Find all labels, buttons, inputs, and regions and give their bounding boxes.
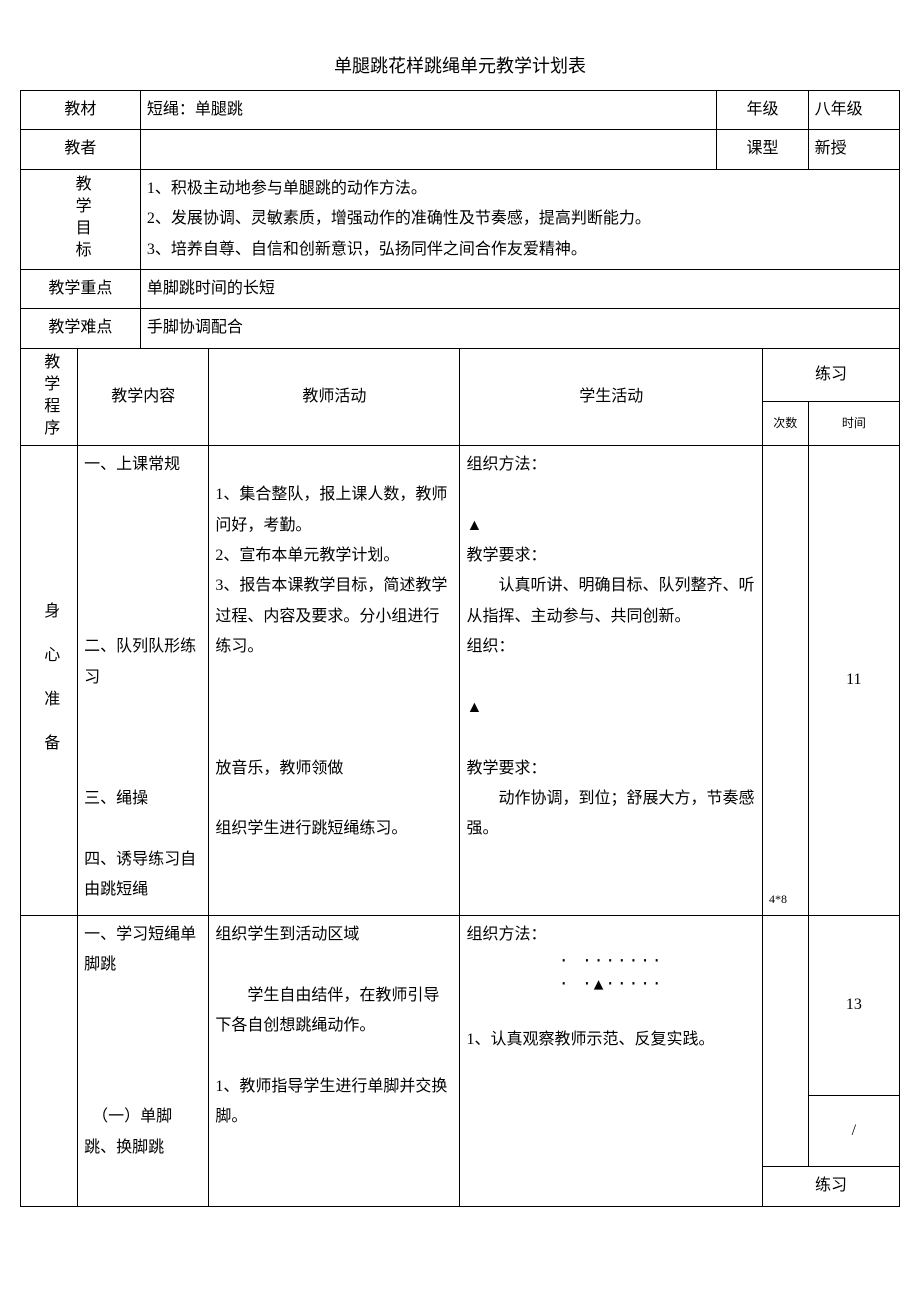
footer-practice: 练习 bbox=[762, 1167, 899, 1206]
stub-teacher bbox=[209, 1167, 460, 1206]
key-point-label: 教学重点 bbox=[21, 270, 141, 309]
objectives-text: 1、积极主动地参与单腿跳的动作方法。 2、发展协调、灵敏素质，增强动作的准确性及… bbox=[140, 169, 899, 269]
grade-label: 年级 bbox=[717, 91, 808, 130]
objectives-label: 教学目标 bbox=[21, 169, 141, 269]
lesson-type-value: 新授 bbox=[808, 130, 899, 169]
stub-content bbox=[78, 1167, 209, 1206]
subject-value: 短绳：单腿跳 bbox=[140, 91, 716, 130]
proc-content-header: 教学内容 bbox=[78, 348, 209, 445]
lesson-type-label: 课型 bbox=[717, 130, 808, 169]
document-title: 单腿跳花样跳绳单元教学计划表 bbox=[20, 52, 900, 78]
teacher-label: 教者 bbox=[21, 130, 141, 169]
key-point-value: 单脚跳时间的长短 bbox=[140, 270, 899, 309]
sec2-student: 组织方法： · ······· · ·▲····· 1、认真观察教师示范、反复实… bbox=[460, 915, 763, 1167]
proc-student-header: 学生活动 bbox=[460, 348, 763, 445]
sec1-time: 11 bbox=[808, 445, 899, 915]
proc-teacher-header: 教师活动 bbox=[209, 348, 460, 445]
stub-student bbox=[460, 1167, 763, 1206]
sec2-time: 13 bbox=[808, 915, 899, 1095]
sec1-teacher: 1、集合整队，报上课人数，教师问好，考勤。 2、宣布本单元教学计划。 3、报告本… bbox=[209, 445, 460, 915]
proc-time-header: 时间 bbox=[808, 402, 899, 445]
sec2-teacher: 组织学生到活动区域 学生自由结伴，在教师引导下各自创想跳绳动作。 1、教师指导学… bbox=[209, 915, 460, 1167]
difficulty-value: 手脚协调配合 bbox=[140, 309, 899, 348]
proc-count-header: 次数 bbox=[762, 402, 808, 445]
subject-label: 教材 bbox=[21, 91, 141, 130]
sec2-content: 一、学习短绳单脚跳 （一）单脚跳、换脚跳 bbox=[78, 915, 209, 1167]
sec1-count: 4*8 bbox=[762, 445, 808, 915]
sec2-count bbox=[762, 915, 808, 1167]
sec2-time-sep: / bbox=[808, 1095, 899, 1167]
sec2-seq bbox=[21, 915, 78, 1167]
sec1-student: 组织方法： ▲ 教学要求： 认真听讲、明确目标、队列整齐、听从指挥、主动参与、共… bbox=[460, 445, 763, 915]
difficulty-label: 教学难点 bbox=[21, 309, 141, 348]
proc-seq-header: 教学程序 bbox=[21, 348, 78, 445]
stub-seq bbox=[21, 1167, 78, 1206]
formation-diagram: · ······· · ·▲····· bbox=[466, 950, 756, 995]
proc-practice-header: 练习 bbox=[762, 348, 899, 402]
teacher-value bbox=[140, 130, 716, 169]
page: 单腿跳花样跳绳单元教学计划表 教材 短绳：单腿跳 年级 八年级 教者 课型 新授 bbox=[20, 52, 900, 1207]
sec1-seq: 身心准备 bbox=[21, 445, 78, 915]
lesson-plan-table: 教材 短绳：单腿跳 年级 八年级 教者 课型 新授 教学目标 1、积极主动地参与… bbox=[20, 90, 900, 1207]
grade-value: 八年级 bbox=[808, 91, 899, 130]
sec1-content: 一、上课常规 二、队列队形练习 三、绳操 四、诱导练习自由跳短绳 bbox=[78, 445, 209, 915]
